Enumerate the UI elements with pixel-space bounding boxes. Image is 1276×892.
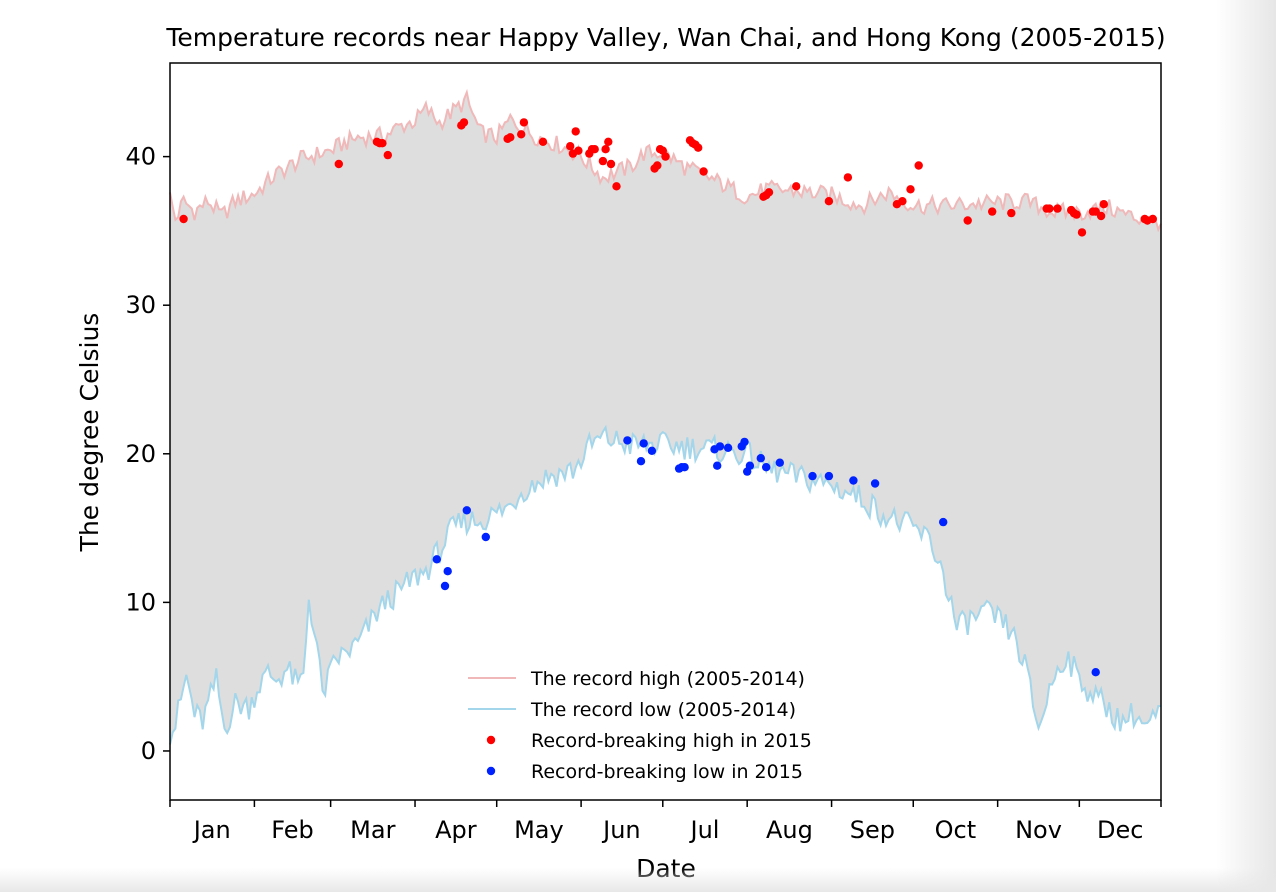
x-tick-label: Mar — [350, 816, 395, 844]
record-low-point — [440, 581, 450, 591]
x-axis: Jan Feb Mar Apr May Jun Jul Aug Sep Oct Nov Dec — [169, 800, 1162, 844]
record-low-point — [680, 463, 689, 472]
record-high-point — [517, 130, 526, 139]
record-high-point — [988, 207, 997, 216]
record-high-point — [694, 143, 703, 152]
window-bottom-shadow — [0, 868, 1276, 892]
record-high-point — [792, 182, 801, 191]
record-high-point — [1072, 210, 1081, 219]
record-high-point — [914, 161, 923, 170]
record-high-point — [1096, 211, 1106, 221]
record-high-point — [653, 161, 662, 170]
record-low-line — [169, 424, 1162, 745]
x-tick-label: Aug — [766, 816, 813, 844]
record-high-point — [963, 216, 972, 225]
x-tick-label: Sep — [850, 816, 895, 844]
record-low-point — [756, 454, 765, 463]
legend-low-point-label: Record-breaking low in 2015 — [531, 761, 803, 783]
x-tick-label: Dec — [1097, 816, 1143, 844]
record-high-point — [519, 118, 529, 127]
record-high-point — [843, 173, 853, 182]
record-low-point — [1091, 668, 1100, 677]
y-tick-label: 0 — [141, 737, 156, 765]
record-high-point — [590, 145, 599, 154]
plot-frame — [169, 62, 1162, 801]
window-edge-shadow — [1216, 0, 1276, 892]
record-low-point — [639, 439, 648, 448]
x-tick-label: Oct — [935, 816, 977, 844]
record-low-point — [647, 446, 657, 455]
record-high-point — [601, 145, 610, 154]
x-tick-label: Jan — [192, 816, 231, 844]
record-high-point — [571, 127, 580, 136]
record-high-point — [1007, 208, 1016, 218]
y-tick-label: 10 — [125, 588, 156, 616]
record-high-point — [906, 185, 915, 194]
record-high-point — [661, 152, 670, 161]
record-high-point — [1077, 228, 1087, 237]
record-low-point — [723, 443, 733, 452]
record-high-point — [1148, 214, 1158, 224]
record-low-point — [623, 436, 632, 445]
record-high-point — [598, 156, 608, 166]
legend-high-line-label: The record high (2005-2014) — [530, 668, 805, 690]
y-axis: 0 10 20 30 40 — [125, 143, 170, 765]
record-breaking-high-points — [179, 118, 1158, 237]
x-tick-label: Jul — [689, 816, 720, 844]
record-high-point — [612, 182, 621, 191]
record-low-point — [939, 517, 948, 527]
legend-low-point-swatch — [486, 766, 496, 776]
record-high-point — [179, 214, 188, 224]
record-low-point — [462, 506, 471, 515]
record-low-point — [443, 567, 452, 576]
y-axis-label: The degree Celsius — [75, 313, 104, 553]
x-tick-label: May — [514, 816, 564, 844]
x-tick-label: Apr — [435, 816, 477, 844]
record-low-point — [824, 471, 834, 481]
legend-low-line-label: The record low (2005-2014) — [530, 699, 796, 721]
record-low-point — [870, 479, 880, 488]
record-high-point — [699, 167, 708, 176]
record-high-point — [538, 137, 548, 146]
record-high-point — [506, 133, 515, 142]
record-high-point — [1053, 204, 1062, 213]
record-high-point — [574, 146, 583, 155]
record-low-point — [740, 437, 749, 447]
y-tick-label: 30 — [125, 291, 156, 319]
plot-area — [169, 88, 1162, 745]
legend: The record high (2005-2014) The record l… — [468, 668, 812, 783]
record-low-point — [636, 457, 646, 466]
chart-title: Temperature records near Happy Valley, W… — [165, 23, 1165, 52]
record-low-point — [481, 532, 490, 542]
record-high-point — [459, 118, 469, 127]
record-high-point — [1045, 204, 1054, 213]
record-low-point — [849, 476, 858, 485]
x-tick-label: Nov — [1015, 816, 1062, 844]
record-low-point — [432, 555, 441, 564]
record-high-point — [606, 159, 616, 169]
record-high-point — [604, 137, 613, 146]
record-high-point — [824, 197, 834, 206]
record-low-point — [775, 458, 784, 467]
record-high-point — [378, 139, 387, 148]
record-low-point — [762, 463, 771, 472]
record-high-point — [898, 197, 907, 206]
y-tick-label: 20 — [125, 440, 156, 468]
x-tick-label: Feb — [271, 816, 314, 844]
record-high-point — [334, 159, 343, 169]
record-low-point — [715, 442, 725, 451]
record-high-point — [566, 142, 575, 151]
legend-high-point-label: Record-breaking high in 2015 — [531, 730, 812, 752]
record-low-point — [745, 461, 755, 470]
x-tick-label: Jun — [601, 816, 641, 844]
legend-high-point-swatch — [486, 735, 496, 745]
record-high-point — [1099, 200, 1109, 209]
record-high-point — [383, 150, 392, 160]
record-breaking-low-points — [432, 436, 1100, 677]
y-tick-label: 40 — [125, 143, 156, 171]
record-low-point — [808, 471, 817, 481]
record-low-point — [713, 461, 722, 470]
record-high-point — [764, 188, 774, 197]
